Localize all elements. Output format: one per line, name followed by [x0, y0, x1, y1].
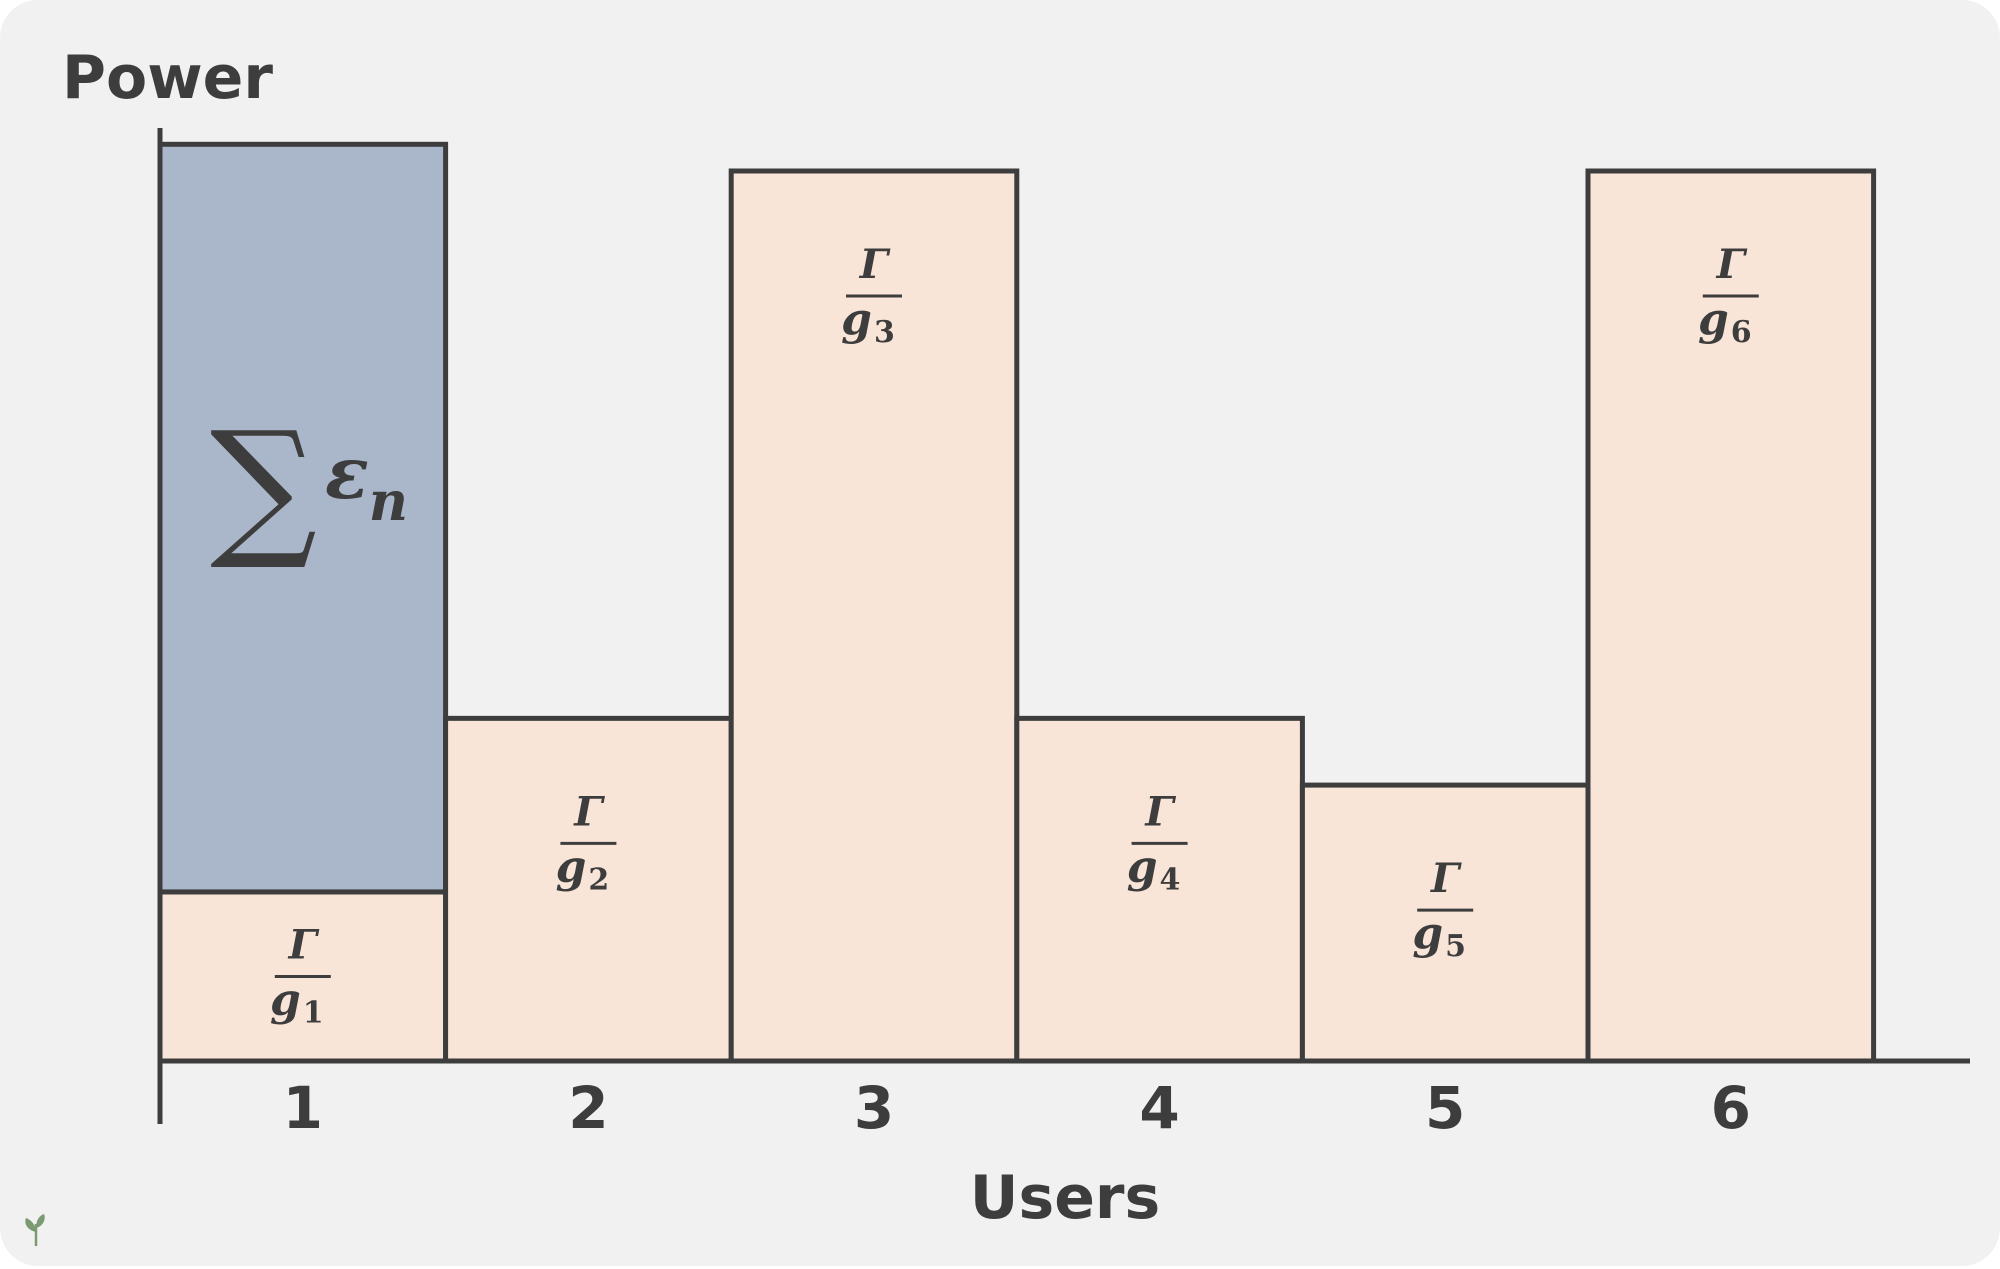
- x-axis-label: Users: [970, 1163, 1160, 1233]
- fraction-label-2: Γg2: [556, 788, 617, 897]
- svg-text:g6: g6: [1698, 294, 1752, 350]
- sprout-icon: [25, 1214, 45, 1246]
- tick-label-3: 3: [854, 1074, 894, 1142]
- y-axis-label: Power: [62, 43, 273, 113]
- sum-epsilon-label: ∑ εn: [210, 400, 408, 574]
- svg-text:g2: g2: [556, 841, 610, 897]
- tick-label-4: 4: [1139, 1074, 1179, 1142]
- svg-text:Γ: Γ: [1144, 788, 1176, 835]
- tick-label-5: 5: [1425, 1074, 1465, 1142]
- fraction-label-3: Γg3: [841, 241, 902, 350]
- svg-text:Γ: Γ: [859, 241, 891, 288]
- fraction-label-6: Γg6: [1698, 241, 1759, 350]
- svg-text:g4: g4: [1127, 841, 1181, 897]
- bar-user-5: [1299, 782, 1591, 1064]
- svg-text:Γ: Γ: [288, 921, 320, 968]
- tick-label-1: 1: [283, 1074, 323, 1142]
- svg-text:Γ: Γ: [573, 788, 605, 835]
- bar-user-6: [1585, 168, 1877, 1064]
- svg-text:∑: ∑: [210, 400, 317, 574]
- tick-label-2: 2: [568, 1074, 608, 1142]
- fraction-label-4: Γg4: [1127, 788, 1188, 897]
- svg-text:Γ: Γ: [1716, 241, 1748, 288]
- svg-text:g3: g3: [841, 294, 895, 350]
- bar-user-2: [443, 715, 734, 1064]
- svg-text:Γ: Γ: [1430, 855, 1462, 902]
- stack-bar-user-1: [157, 141, 449, 895]
- bar-user-4: [1014, 715, 1305, 1064]
- bar-user-3: [728, 168, 1020, 1064]
- bars-layer: [157, 141, 1877, 1064]
- tick-label-6: 6: [1711, 1074, 1751, 1142]
